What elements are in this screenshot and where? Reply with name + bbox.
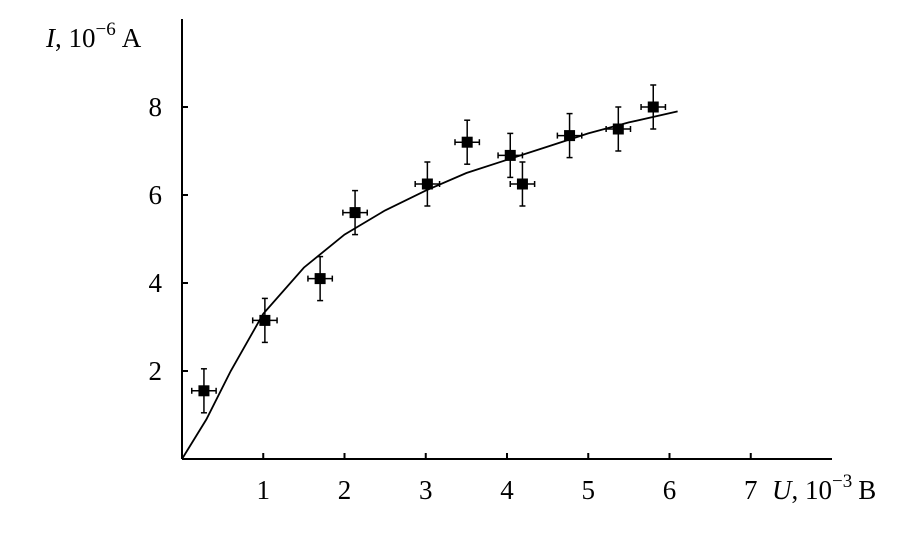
x-tick-label: 1 [257, 475, 271, 505]
x-label-unit: B [858, 475, 876, 505]
y-tick-label: 4 [149, 268, 163, 298]
y-tick-label: 2 [149, 356, 163, 386]
x-tick-label: 6 [663, 475, 677, 505]
point [259, 314, 271, 326]
y-label-text: , 10 [55, 23, 96, 53]
x-label-symbol: U [772, 475, 793, 505]
x-tick-label: 5 [582, 475, 596, 505]
point [516, 178, 528, 190]
fit-curve [181, 110, 678, 460]
point [564, 130, 576, 142]
y-tick-label: 6 [149, 180, 163, 210]
point [647, 101, 659, 113]
x-label-text: , 10 [792, 475, 833, 505]
point [421, 178, 433, 190]
x-tick-label: 2 [338, 475, 352, 505]
y-tick-label: 8 [149, 92, 163, 122]
x-label-exponent: −3 [832, 471, 852, 492]
y-label-symbol: I [45, 23, 57, 53]
y-label-unit: A [122, 23, 142, 53]
x-tick-label: 4 [500, 475, 514, 505]
y-label-exponent: −6 [96, 19, 116, 40]
x-tick-label: 3 [419, 475, 433, 505]
point [612, 123, 624, 135]
x-tick-label: 7 [744, 475, 758, 505]
point [349, 207, 361, 219]
point [504, 149, 516, 161]
x-axis-label: U, 10−3 B [772, 471, 876, 505]
point [461, 136, 473, 148]
point [198, 385, 210, 397]
point [314, 273, 326, 285]
y-axis-label: I, 10−6 A [45, 19, 142, 53]
